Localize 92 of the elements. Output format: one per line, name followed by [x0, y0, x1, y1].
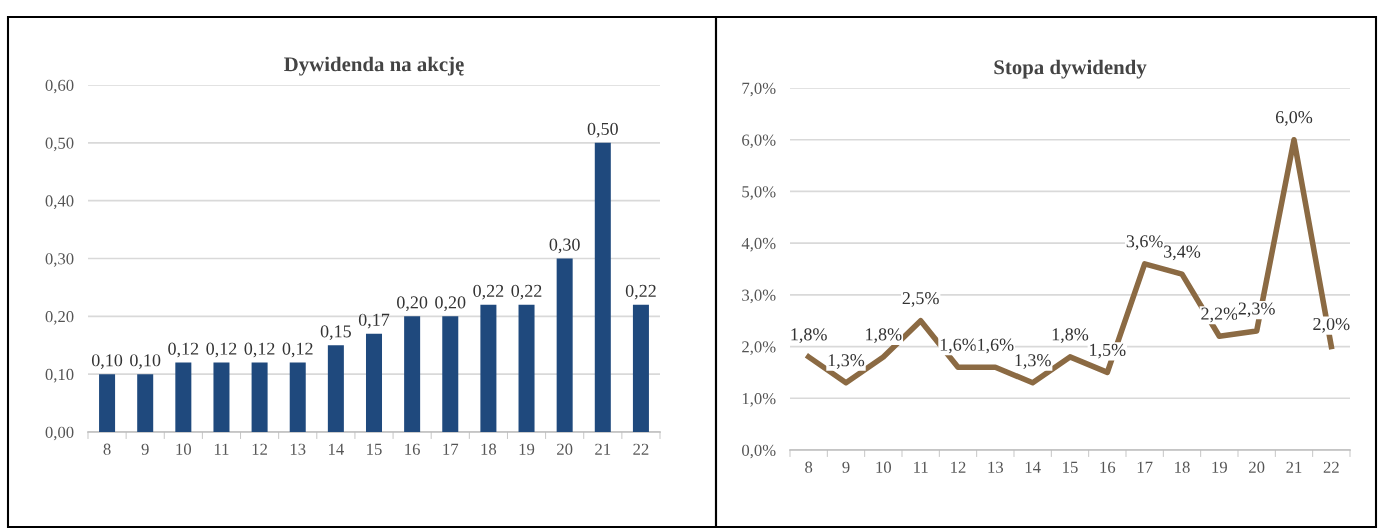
- x-tick-label: 18: [481, 443, 497, 455]
- bar: [442, 316, 459, 432]
- x-tick-label: 21: [1286, 461, 1302, 473]
- bar: [365, 333, 383, 432]
- data-label: 0,12: [282, 342, 313, 358]
- data-label: 3,4%: [1164, 245, 1201, 261]
- bar: [594, 142, 611, 432]
- bar: [404, 316, 421, 432]
- y-tick-label: 0,10: [45, 368, 74, 383]
- x-tick-label: 20: [1249, 461, 1265, 473]
- y-tick-label: 3,0%: [742, 289, 776, 304]
- x-tick-label: 12: [951, 461, 966, 473]
- x-tick-label: 19: [1212, 461, 1227, 473]
- data-label: 0,50: [587, 122, 618, 138]
- x-tick-label: 11: [214, 443, 229, 455]
- y-tick-label: 0,20: [45, 311, 74, 325]
- data-label: 0,22: [511, 284, 542, 300]
- x-tick-label: 17: [443, 443, 459, 455]
- data-label: 1,3%: [828, 354, 865, 369]
- data-label: 0,20: [435, 296, 466, 312]
- x-tick-label: 11: [914, 461, 928, 473]
- x-tick-label: 13: [988, 461, 1004, 473]
- y-tick-label: 0,30: [45, 253, 74, 267]
- x-tick-label: 14: [329, 443, 344, 455]
- data-label: 1,6%: [978, 338, 1014, 354]
- bar: [632, 304, 649, 432]
- x-tick-label: 15: [367, 443, 382, 455]
- y-tick-label: 0,50: [45, 137, 74, 152]
- x-tick-label: 10: [176, 443, 192, 455]
- data-label: 1,8%: [1052, 328, 1089, 344]
- x-tick-label: 10: [876, 461, 892, 473]
- bar: [556, 258, 573, 432]
- bar: [251, 362, 268, 432]
- data-label: 0,10: [91, 354, 123, 369]
- bar: [213, 362, 230, 432]
- bar: [518, 304, 535, 432]
- data-label: 2,3%: [1238, 302, 1275, 318]
- data-label: 1,8%: [866, 328, 902, 344]
- y-tick-label: 7,0%: [742, 82, 776, 97]
- bar: [480, 304, 497, 432]
- x-tick-label: 15: [1063, 461, 1078, 473]
- y-tick-label: 4,0%: [741, 237, 776, 252]
- y-tick-label: 0,00: [45, 426, 74, 441]
- x-tick-label: 9: [842, 461, 850, 473]
- data-label: 1,8%: [791, 328, 827, 344]
- data-label: 3,6%: [1126, 235, 1163, 250]
- data-label: 0,22: [625, 284, 656, 300]
- bar: [327, 345, 344, 432]
- data-label: 0,12: [244, 342, 275, 358]
- data-label: 0,20: [397, 296, 428, 312]
- data-label: 0,17: [358, 313, 390, 329]
- x-tick-label: 22: [633, 443, 649, 455]
- x-tick-label: 21: [595, 443, 611, 455]
- chart-title: Dywidenda na akcję: [284, 56, 464, 76]
- x-tick-label: 9: [141, 443, 149, 455]
- x-tick-label: 18: [1175, 461, 1190, 473]
- data-label: 1,6%: [940, 338, 977, 354]
- y-tick-label: 0,0%: [742, 444, 776, 459]
- data-label: 0,22: [473, 284, 504, 300]
- data-label: 2,2%: [1201, 307, 1238, 323]
- data-label: 0,12: [206, 342, 237, 358]
- data-label: 0,30: [549, 238, 580, 254]
- y-tick-label: 1,0%: [742, 392, 776, 407]
- x-tick-label: 22: [1323, 461, 1339, 473]
- x-tick-label: 14: [1025, 461, 1041, 473]
- x-tick-label: 16: [1100, 461, 1116, 473]
- y-tick-label: 2,0%: [742, 341, 776, 355]
- x-tick-label: 17: [1137, 461, 1153, 473]
- x-tick-label: 8: [103, 443, 111, 455]
- bar: [175, 362, 192, 432]
- bar: [289, 362, 306, 432]
- y-tick-label: 0,60: [45, 79, 74, 94]
- x-tick-label: 16: [405, 443, 420, 455]
- x-tick-label: 20: [557, 443, 573, 455]
- bar: [137, 374, 154, 432]
- chart-title: Stopa dywidendy: [994, 59, 1147, 79]
- data-label: 2,0%: [1313, 317, 1350, 333]
- data-label: 1,3%: [1015, 354, 1051, 369]
- data-label: 6,0%: [1275, 111, 1313, 126]
- x-tick-label: 19: [519, 443, 535, 455]
- x-tick-label: 12: [252, 443, 268, 455]
- y-tick-label: 0,40: [45, 195, 74, 210]
- bar: [99, 374, 116, 432]
- x-tick-label: 8: [805, 461, 813, 473]
- x-tick-label: 13: [290, 443, 306, 455]
- data-label: 0,12: [168, 342, 199, 358]
- data-label: 1,5%: [1090, 343, 1126, 359]
- data-label: 2,5%: [902, 292, 939, 307]
- y-tick-label: 5,0%: [742, 186, 776, 200]
- data-label: 0,15: [320, 325, 351, 341]
- y-tick-label: 6,0%: [742, 134, 776, 149]
- data-label: 0,10: [130, 354, 161, 369]
